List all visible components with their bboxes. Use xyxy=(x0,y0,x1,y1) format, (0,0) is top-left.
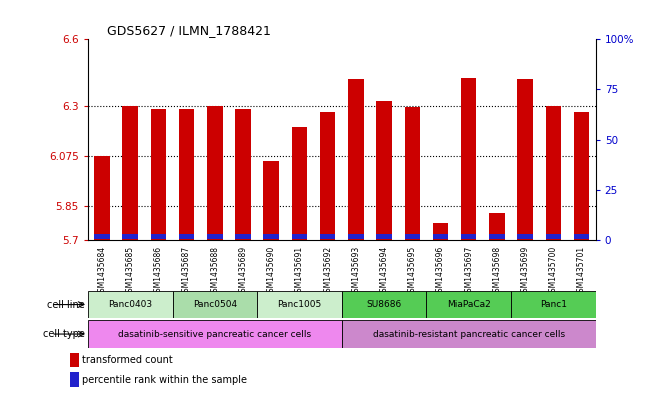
Bar xyxy=(179,234,195,239)
Bar xyxy=(342,291,426,318)
Text: dasatinib-sensitive pancreatic cancer cells: dasatinib-sensitive pancreatic cancer ce… xyxy=(118,330,311,338)
Bar xyxy=(207,234,223,239)
Text: Panc1: Panc1 xyxy=(540,300,567,309)
Text: MiaPaCa2: MiaPaCa2 xyxy=(447,300,491,309)
Bar xyxy=(235,109,251,240)
Bar xyxy=(179,109,195,240)
Text: cell line: cell line xyxy=(47,299,85,310)
Bar xyxy=(320,234,335,239)
Bar xyxy=(348,234,364,239)
Bar xyxy=(70,353,79,367)
Bar xyxy=(122,106,138,240)
Bar xyxy=(292,234,307,239)
Text: GDS5627 / ILMN_1788421: GDS5627 / ILMN_1788421 xyxy=(107,24,271,37)
Bar xyxy=(433,223,449,240)
Text: Panc0504: Panc0504 xyxy=(193,300,237,309)
Bar xyxy=(433,234,449,239)
Bar xyxy=(461,234,477,239)
Bar xyxy=(292,127,307,240)
Bar xyxy=(88,320,342,348)
Bar xyxy=(489,213,505,240)
Bar xyxy=(546,234,561,239)
Bar xyxy=(376,234,392,239)
Bar xyxy=(235,234,251,239)
Bar xyxy=(489,234,505,239)
Bar xyxy=(518,79,533,240)
Bar xyxy=(122,234,138,239)
Bar xyxy=(150,109,166,240)
Bar xyxy=(404,234,420,239)
Bar xyxy=(264,161,279,240)
Text: cell type: cell type xyxy=(43,329,85,339)
Text: Panc1005: Panc1005 xyxy=(277,300,322,309)
Bar xyxy=(574,234,589,239)
Bar xyxy=(518,234,533,239)
Text: Panc0403: Panc0403 xyxy=(108,300,152,309)
Bar xyxy=(546,106,561,240)
Bar xyxy=(376,101,392,240)
Bar xyxy=(574,112,589,240)
Bar xyxy=(461,78,477,240)
Bar xyxy=(264,234,279,239)
Bar xyxy=(173,291,257,318)
Bar xyxy=(88,291,173,318)
Text: percentile rank within the sample: percentile rank within the sample xyxy=(82,375,247,385)
Bar xyxy=(70,372,79,387)
Bar xyxy=(342,320,596,348)
Bar xyxy=(94,234,110,239)
Bar xyxy=(150,234,166,239)
Bar xyxy=(404,107,420,240)
Bar xyxy=(348,79,364,240)
Bar xyxy=(426,291,511,318)
Bar xyxy=(257,291,342,318)
Bar xyxy=(94,156,110,240)
Bar xyxy=(511,291,596,318)
Bar xyxy=(207,106,223,240)
Bar xyxy=(320,112,335,240)
Text: transformed count: transformed count xyxy=(82,355,173,365)
Text: dasatinib-resistant pancreatic cancer cells: dasatinib-resistant pancreatic cancer ce… xyxy=(372,330,565,338)
Text: SU8686: SU8686 xyxy=(367,300,402,309)
